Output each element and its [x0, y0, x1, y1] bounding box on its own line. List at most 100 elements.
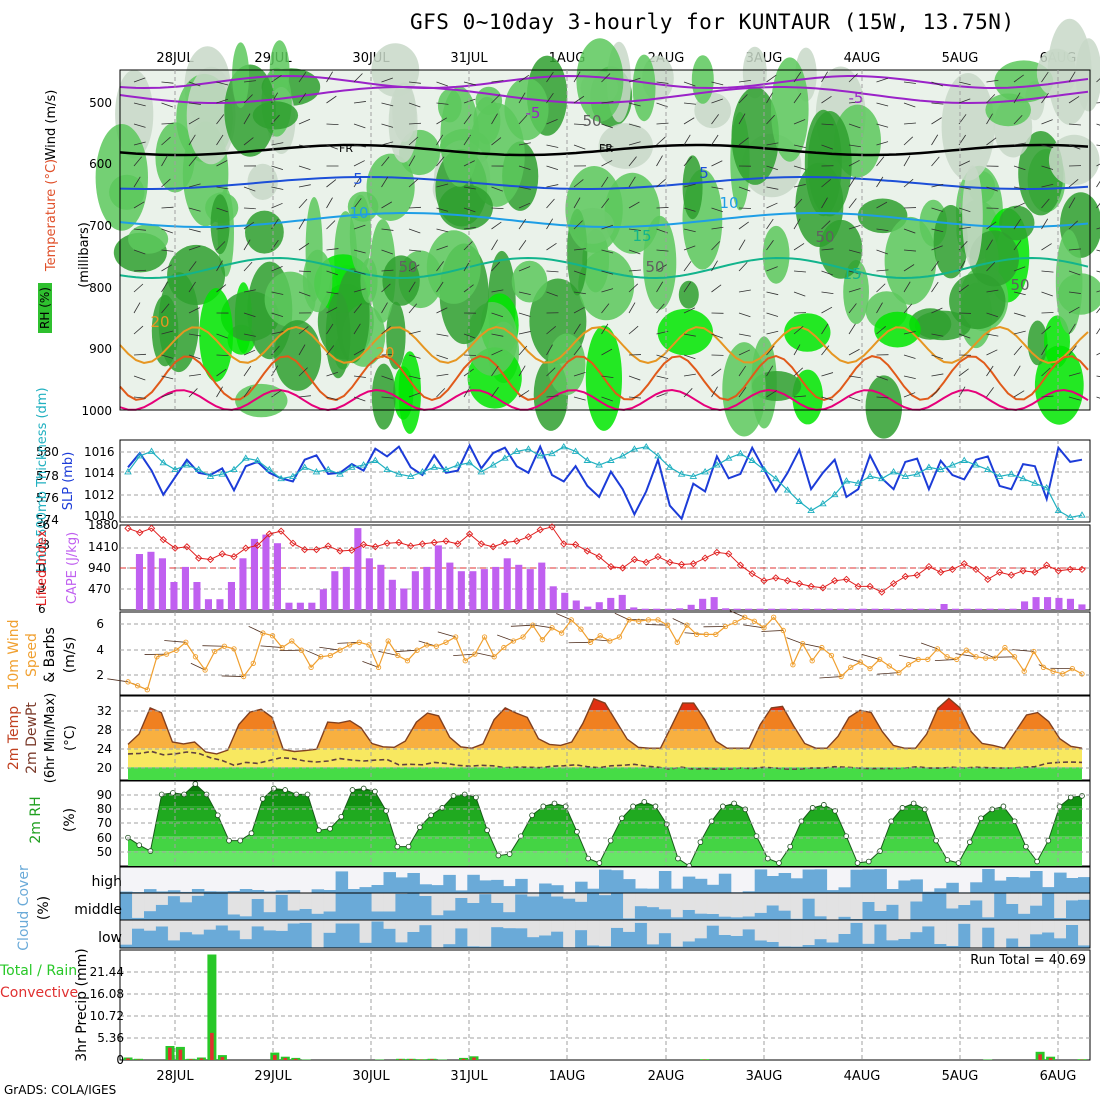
rh-shade-blob — [210, 194, 230, 255]
cloud-clear-bar — [455, 893, 468, 898]
wind-barb — [1096, 307, 1100, 314]
wind-barb — [381, 269, 394, 272]
rh-shade-blob — [167, 244, 226, 306]
wind-barb — [436, 134, 444, 146]
lifted-index-point — [1007, 571, 1015, 579]
cloud-cover-bar — [886, 940, 899, 948]
cloud-cover-bar — [479, 880, 492, 893]
footer-credit: GrADS: COLA/IGES — [4, 1083, 117, 1097]
lifted-index-point — [548, 523, 556, 531]
cloud-clear-bar — [862, 920, 875, 944]
cloud-clear-bar — [790, 920, 804, 947]
rh-shade-blob — [232, 42, 250, 109]
wind-speed-point — [992, 655, 998, 661]
temp-axis-label-b: 2m DewPt — [24, 702, 40, 774]
cloud-clear-bar — [551, 893, 564, 897]
cape-bar — [262, 534, 270, 610]
wind-barb — [986, 94, 996, 104]
wind-barb — [1068, 372, 1081, 377]
rh-shade-blob — [360, 258, 378, 304]
cape-bar — [917, 608, 925, 610]
thickness-point — [548, 449, 556, 457]
contour-label: FR — [599, 142, 613, 155]
lifted-index-point — [124, 524, 132, 532]
rh-point — [1045, 837, 1052, 844]
wind-barb — [986, 365, 994, 377]
wind-speed-point — [1031, 648, 1037, 655]
wind-barb — [381, 375, 393, 381]
rh-point — [1023, 843, 1029, 850]
wind-barb — [711, 98, 723, 104]
thickness-point — [960, 456, 969, 463]
wind-barb — [793, 144, 806, 148]
temp-band — [128, 767, 1082, 780]
cloud-cover-bar — [934, 893, 947, 920]
cloud-cover-bar — [383, 872, 396, 893]
cloud-cover-bar — [670, 917, 684, 920]
wind-barb — [518, 114, 528, 125]
surface-wind-barb — [743, 624, 765, 629]
wind-speed-point — [221, 643, 228, 649]
wind-barb — [298, 242, 310, 251]
wind-barb — [381, 396, 394, 399]
cape-bar — [630, 607, 638, 610]
cape-bar — [607, 597, 615, 610]
cloud-cover-bar — [443, 944, 456, 948]
cloud-clear-bar — [826, 920, 839, 943]
wind-speed-point — [462, 658, 468, 664]
cloud-cover-bar — [898, 880, 911, 893]
cloud-cover-bar — [646, 888, 660, 893]
wind-barb — [848, 249, 861, 254]
wind-speed-point — [799, 640, 806, 647]
rh-point — [181, 791, 187, 798]
wind-barb — [821, 144, 833, 150]
wind-barb — [683, 102, 696, 105]
wind-barb — [353, 224, 366, 230]
wind-barb — [408, 330, 421, 335]
cape-bar — [319, 589, 327, 610]
rh-shade-blob — [235, 383, 288, 418]
wind-speed-point — [616, 634, 623, 640]
cloud-cover-bar — [287, 923, 301, 948]
cloud-cover-bar — [850, 869, 863, 893]
cloud-cover-bar — [287, 890, 301, 893]
cloud-clear-bar — [431, 893, 444, 916]
wind-barb — [876, 302, 883, 314]
wind-speed-point — [173, 647, 179, 653]
wind-speed-point — [443, 639, 449, 645]
cloud-clear-bar — [227, 893, 241, 915]
cloud-cover-bar — [227, 930, 241, 948]
wind-barb — [821, 248, 834, 251]
wind-barb — [188, 156, 197, 167]
wind-barb — [848, 303, 857, 314]
wind-barb — [738, 387, 747, 398]
cloud-clear-bar — [359, 920, 372, 943]
wind-barb — [738, 221, 749, 230]
wind-barb — [628, 77, 641, 83]
cloud-clear-bar — [227, 920, 241, 931]
rh-point — [1000, 803, 1007, 810]
thickness-point — [995, 472, 1004, 479]
wind-speed-point — [742, 614, 748, 620]
lifted-index-point — [359, 540, 368, 549]
cloud-cover-bar — [299, 908, 313, 920]
cloud-cover-bar — [215, 891, 229, 893]
wind-barb — [243, 349, 256, 356]
cloud-cover-bar — [155, 891, 169, 893]
wind-barb — [711, 386, 718, 398]
thickness-point — [253, 456, 262, 463]
cloud-cover-bar — [778, 873, 792, 893]
rh-shade-blob — [274, 320, 322, 391]
wind-barb — [601, 144, 614, 148]
rh-point — [1067, 794, 1074, 801]
cloud-cover-bar — [862, 901, 875, 920]
wind-barb — [518, 202, 531, 209]
wind-barb — [1068, 396, 1081, 401]
cloud-cover-bar — [323, 932, 337, 948]
lifted-index-point — [1066, 565, 1074, 574]
thickness-point — [889, 468, 898, 475]
wind-barb — [1068, 71, 1076, 83]
wind-barb — [903, 281, 911, 293]
cloud-axis-label-a: Cloud Cover — [16, 865, 32, 951]
wind-barb — [1068, 248, 1081, 251]
